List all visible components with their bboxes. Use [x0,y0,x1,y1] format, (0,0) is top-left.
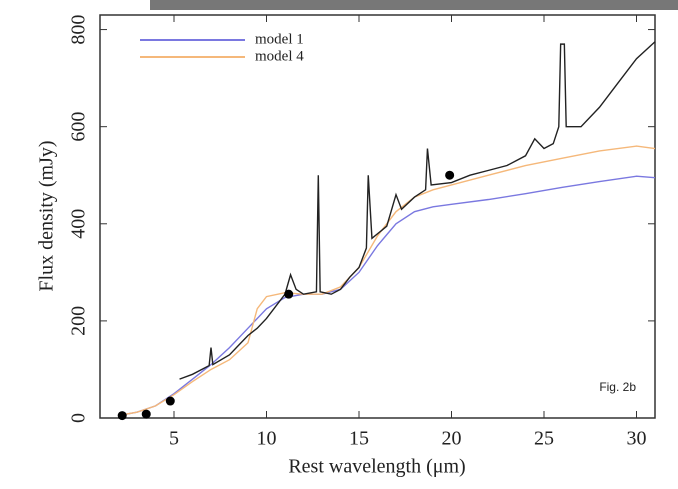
series-line [179,41,656,380]
x-axis-label: Rest wavelength (μm) [288,456,465,478]
plot-frame [99,14,656,419]
x-tick-label: 25 [534,428,554,450]
annotation: Fig. 2b [599,380,636,394]
y-axis-label: Flux density (mJy) [36,140,58,291]
data-point [445,170,455,180]
series-line [118,175,656,417]
y-tick-label: 400 [68,209,90,239]
x-tick-label: 5 [169,428,179,450]
y-tick-label: 0 [68,413,90,423]
data-point [165,396,175,406]
x-tick-label: 15 [349,428,369,450]
series-line [118,145,656,417]
x-tick-label: 30 [627,428,647,450]
legend-label: model 1 [255,31,304,47]
legend-label: model 4 [255,48,304,64]
y-tick-label: 800 [68,15,90,45]
data-point [284,289,294,299]
data-point [141,409,151,419]
photo-strip [150,0,678,10]
x-tick-label: 10 [257,428,277,450]
x-tick-label: 20 [442,428,462,450]
y-tick-label: 200 [68,306,90,336]
data-point [117,411,127,421]
y-tick-label: 600 [68,112,90,142]
